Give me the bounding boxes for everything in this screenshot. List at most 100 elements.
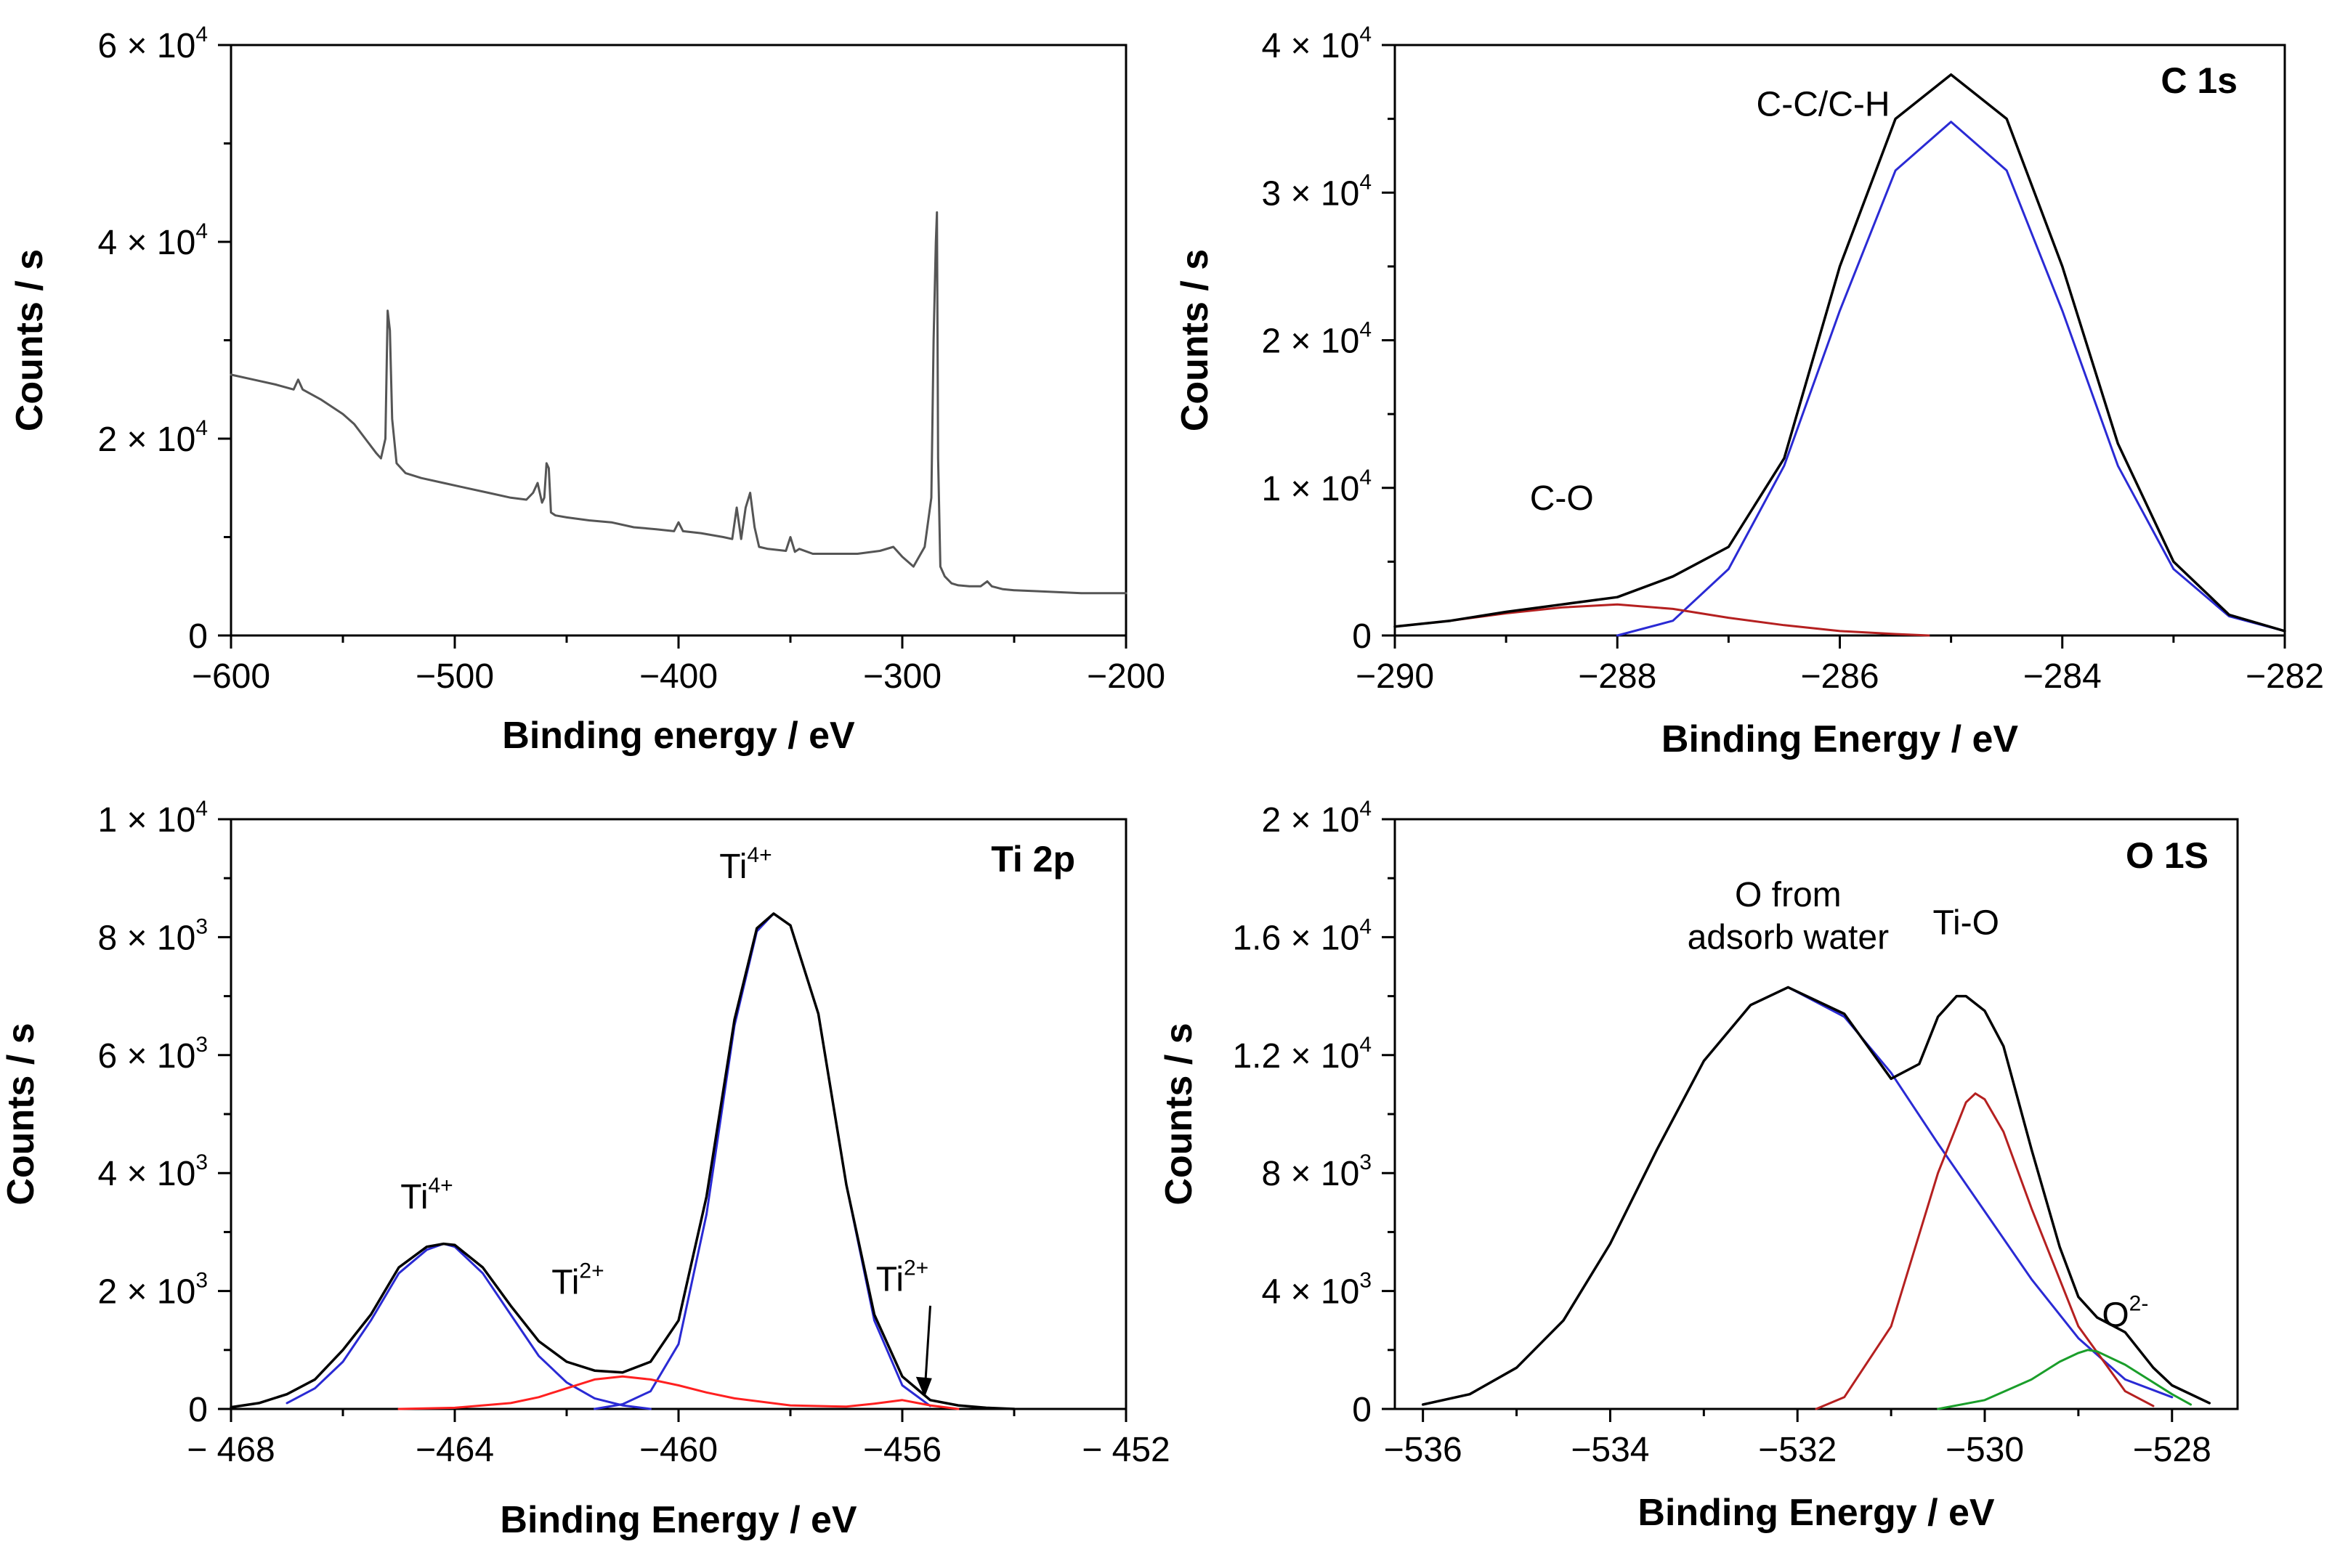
y-tick-exponent: 4 [1359, 797, 1372, 821]
y-tick-mantissa: 4 × 10 [98, 1155, 196, 1193]
y-tick-label: 2 × 104 [98, 416, 208, 459]
y-tick-label: 0 [188, 1391, 208, 1429]
series-envelope [1393, 73, 2286, 633]
annotation-text: Ti-O [1932, 903, 1999, 942]
x-tick-label: −534 [1571, 1431, 1649, 1469]
y-tick-mantissa: 6 × 10 [98, 1037, 196, 1076]
y-tick-exponent: 4 [1359, 318, 1372, 342]
x-tick-label: −536 [1384, 1431, 1462, 1469]
panel-title: Ti 2p [991, 839, 1075, 880]
x-tick-label: −286 [1800, 657, 1879, 696]
y-tick-mantissa: 0 [188, 617, 208, 656]
annotation-text: C-C/C-H [1757, 86, 1890, 124]
peak-annotation: C-O [1530, 479, 1594, 518]
x-tick-label: −456 [863, 1431, 942, 1469]
y-tick-label: 0 [1352, 1391, 1372, 1429]
y-tick-label: 4 × 104 [98, 219, 208, 262]
x-tick-label: −500 [416, 657, 494, 696]
y-tick-mantissa: 2 × 10 [1262, 322, 1360, 361]
y-tick-exponent: 4 [195, 219, 208, 243]
y-tick-exponent: 4 [195, 23, 208, 46]
annotation-text: C-O [1530, 479, 1594, 518]
y-tick-mantissa: 1 × 10 [98, 801, 196, 840]
y-tick-mantissa: 8 × 10 [98, 919, 196, 957]
annotation-superscript: 2+ [904, 1256, 928, 1280]
y-tick-mantissa: 4 × 10 [98, 224, 196, 262]
series-c-o-component [1393, 603, 1930, 637]
plot-frame [230, 44, 1127, 637]
x-axis-title: Binding Energy / eV [1637, 1492, 1994, 1534]
y-axis-title: Counts / s [1158, 1023, 1200, 1205]
annotation-text: Ti [719, 848, 747, 886]
plot-frame [1393, 44, 2286, 637]
y-tick-exponent: 4 [195, 797, 208, 821]
peak-annotation: C-C/C-H [1757, 86, 1890, 124]
peak-annotation: Ti4+ [400, 1174, 453, 1216]
y-tick-mantissa: 6 × 10 [98, 27, 196, 65]
x-axis-title: Binding Energy / eV [500, 1499, 857, 1541]
annotation-superscript: 2+ [579, 1259, 604, 1283]
x-tick-label: − 452 [1082, 1431, 1170, 1469]
y-tick-exponent: 3 [195, 1033, 208, 1057]
y-tick-exponent: 3 [195, 1150, 208, 1174]
y-tick-exponent: 4 [1359, 1033, 1372, 1057]
annotation-superscript: 4+ [428, 1174, 453, 1198]
panel-title: C 1s [2161, 60, 2238, 101]
peak-annotation: Ti4+ [719, 843, 772, 886]
y-tick-label: 6 × 104 [98, 23, 208, 65]
x-tick-label: −530 [1946, 1431, 2024, 1469]
arrow-head [915, 1376, 932, 1397]
y-tick-label: 4 × 104 [1262, 23, 1372, 65]
x-tick-label: − 468 [187, 1431, 275, 1469]
x-tick-label: −600 [192, 657, 270, 696]
series-envelope [230, 912, 1016, 1410]
y-tick-label: 6 × 103 [98, 1033, 208, 1076]
y-tick-exponent: 4 [1359, 23, 1372, 46]
series-ti4-2p3-2-component [594, 912, 931, 1410]
y-tick-exponent: 4 [195, 416, 208, 440]
peak-annotation: O2- [2102, 1291, 2148, 1334]
y-tick-mantissa: 2 × 10 [1262, 801, 1360, 840]
y-tick-exponent: 4 [1359, 170, 1372, 194]
y-tick-mantissa: 2 × 10 [98, 1273, 196, 1312]
y-tick-mantissa: 4 × 10 [1262, 27, 1360, 65]
y-tick-exponent: 3 [195, 1269, 208, 1293]
series-ti-o-component [1815, 1092, 2155, 1410]
x-tick-label: −200 [1087, 657, 1165, 696]
y-tick-label: 1.6 × 104 [1232, 914, 1372, 957]
annotation-text: Ti [551, 1264, 579, 1302]
x-tick-label: −288 [1578, 657, 1656, 696]
annotation-text: O from [1735, 876, 1842, 914]
y-axis-title: Counts / s [1174, 249, 1216, 431]
x-tick-label: −284 [2023, 657, 2102, 696]
annotation-superscript: 4+ [747, 843, 772, 867]
y-tick-label: 3 × 104 [1262, 170, 1372, 213]
y-tick-mantissa: 1.6 × 10 [1232, 919, 1359, 957]
y-tick-exponent: 4 [1359, 466, 1372, 490]
x-tick-label: −532 [1758, 1431, 1837, 1469]
series-envelope [1421, 986, 2211, 1406]
y-tick-label: 2 × 103 [98, 1269, 208, 1312]
series-o2-component [1937, 1349, 2193, 1410]
x-tick-label: −282 [2246, 657, 2324, 696]
x-axis-title: Binding Energy / eV [1661, 718, 2018, 760]
y-tick-exponent: 4 [1359, 914, 1372, 938]
y-tick-label: 8 × 103 [1262, 1150, 1372, 1193]
series-ti4-2p1-2-component [286, 1243, 652, 1410]
x-tick-label: −464 [416, 1431, 494, 1469]
y-tick-mantissa: 1.2 × 10 [1232, 1037, 1359, 1076]
peak-annotation: Ti-O [1932, 903, 1999, 942]
peak-annotation: Ti2+ [876, 1256, 928, 1299]
y-axis-title: Counts / s [9, 249, 51, 431]
x-tick-label: −290 [1356, 657, 1434, 696]
y-tick-mantissa: 4 × 10 [1262, 1273, 1360, 1312]
annotation-superscript: 2- [2129, 1291, 2149, 1315]
y-tick-mantissa: 1 × 10 [1262, 470, 1360, 508]
y-tick-mantissa: 2 × 10 [98, 421, 196, 459]
y-tick-exponent: 3 [1359, 1150, 1372, 1174]
y-tick-mantissa: 0 [1352, 1391, 1372, 1429]
